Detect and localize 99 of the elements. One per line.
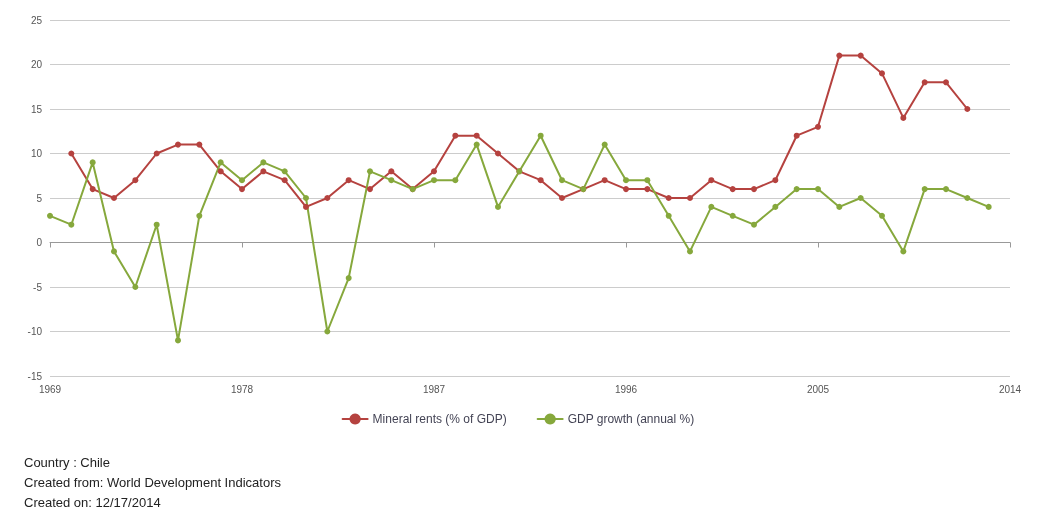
x-tick-label: 1987: [422, 383, 446, 395]
point: [345, 275, 352, 282]
point: [452, 177, 459, 184]
point: [601, 141, 608, 148]
point: [281, 177, 288, 184]
point: [815, 186, 821, 193]
point: [153, 221, 160, 228]
point: [708, 177, 715, 184]
point: [495, 150, 501, 157]
point: [324, 195, 331, 201]
point: [601, 177, 608, 184]
point: [879, 212, 885, 219]
point: [793, 186, 800, 193]
point: [879, 70, 885, 77]
x-tick-label: 2014: [998, 383, 1022, 395]
point: [623, 186, 629, 193]
point: [281, 168, 288, 175]
point: [473, 132, 480, 139]
y-tick-label: -10: [27, 326, 43, 337]
point: [537, 177, 544, 184]
point: [239, 177, 245, 184]
point: [452, 132, 459, 139]
point: [196, 141, 203, 148]
point: [815, 123, 821, 130]
point: [345, 177, 352, 184]
y-tick-label: 5: [36, 192, 43, 204]
x-tick-label: 1996: [614, 383, 638, 395]
text: Created on: 12/17/2014: [24, 495, 161, 508]
point: [431, 168, 437, 175]
point: [772, 203, 779, 210]
point: [623, 177, 629, 184]
point: [495, 203, 501, 210]
point: [537, 132, 544, 139]
point: [665, 195, 672, 201]
point: [47, 212, 53, 219]
point: [239, 186, 245, 193]
point: [89, 159, 96, 166]
point: [857, 195, 864, 201]
point: [303, 203, 309, 210]
x-tick-label: 2005: [806, 383, 830, 395]
y-tick-label: 15: [30, 103, 43, 115]
text: Created from: World Development Indicators: [24, 475, 282, 490]
point: [857, 52, 864, 59]
text: Country : Chile: [24, 455, 110, 470]
legend-label: Mineral rents (% of GDP): [372, 412, 507, 426]
point: [367, 186, 373, 193]
point: [175, 337, 181, 344]
point: [687, 195, 693, 201]
point: [132, 284, 139, 290]
point: [388, 177, 395, 184]
point: [559, 195, 565, 201]
y-tick-label: 10: [30, 148, 43, 159]
point: [431, 177, 437, 184]
point: [836, 203, 843, 210]
point: [89, 186, 96, 193]
point: [644, 177, 651, 184]
point: [900, 114, 907, 121]
point: [196, 212, 203, 219]
point: [964, 195, 971, 201]
point: [751, 221, 757, 228]
point: [921, 186, 928, 193]
point: [111, 195, 117, 201]
point: [836, 52, 843, 59]
legend-label: GDP growth (annual %): [567, 412, 695, 426]
point: [751, 186, 757, 193]
point: [260, 159, 267, 166]
point: [943, 186, 949, 193]
point: [111, 248, 117, 255]
point: [921, 79, 928, 86]
point: [473, 141, 480, 148]
point: [367, 168, 373, 175]
point: [772, 177, 779, 184]
y-tick-label: -15: [27, 370, 43, 382]
x-tick-label: 1978: [230, 383, 254, 395]
point: [217, 168, 224, 175]
point: [729, 212, 736, 219]
point: [644, 186, 651, 193]
y-tick-label: 20: [30, 59, 43, 70]
point: [260, 168, 267, 175]
y-tick-label: -5: [33, 281, 43, 293]
point: [943, 79, 949, 86]
point: [665, 212, 672, 219]
y-tick-label: 25: [30, 14, 43, 26]
x-tick-label: 1969: [38, 383, 62, 395]
point: [559, 177, 565, 184]
point: [793, 132, 800, 139]
point: [985, 203, 992, 210]
point: [729, 186, 736, 193]
point: [964, 106, 971, 112]
point: [900, 248, 907, 255]
point: [68, 221, 75, 228]
point: [687, 248, 693, 255]
point: [708, 203, 715, 210]
point: [132, 177, 139, 184]
point: [217, 159, 224, 166]
y-tick-label: 0: [36, 237, 43, 248]
point: [388, 168, 395, 175]
point: [303, 195, 309, 201]
point: [175, 141, 181, 148]
